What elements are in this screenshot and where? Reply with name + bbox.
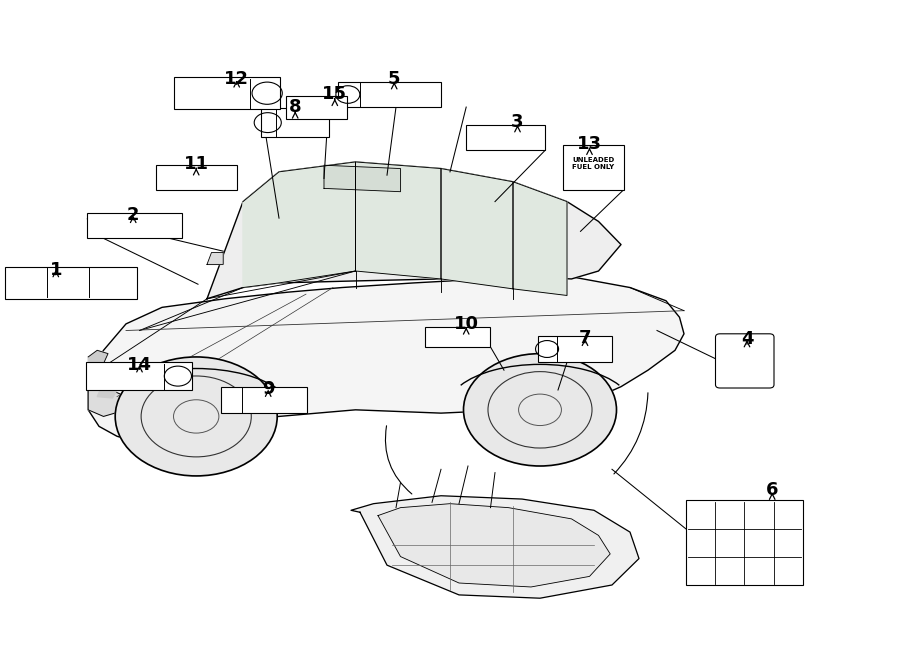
- Bar: [174, 77, 280, 109]
- Text: 11: 11: [184, 155, 209, 173]
- Bar: [87, 213, 182, 238]
- Polygon shape: [207, 162, 621, 299]
- Bar: [686, 500, 803, 585]
- Polygon shape: [88, 276, 684, 443]
- Polygon shape: [441, 169, 513, 289]
- Circle shape: [115, 357, 277, 476]
- Circle shape: [464, 354, 616, 466]
- Text: 14: 14: [127, 356, 152, 374]
- Bar: [156, 165, 237, 190]
- Text: 12: 12: [224, 70, 249, 89]
- Bar: [261, 108, 328, 137]
- Bar: [286, 96, 347, 119]
- Polygon shape: [378, 504, 610, 587]
- Bar: [4, 267, 137, 299]
- Bar: [338, 82, 441, 107]
- Polygon shape: [207, 253, 223, 264]
- Polygon shape: [88, 377, 140, 416]
- Text: 5: 5: [388, 70, 400, 89]
- Text: UNLEADED
FUEL ONLY: UNLEADED FUEL ONLY: [572, 157, 614, 171]
- Text: 13: 13: [577, 135, 602, 153]
- Polygon shape: [97, 389, 117, 398]
- Text: 7: 7: [579, 329, 591, 348]
- Text: 15: 15: [322, 85, 347, 103]
- Text: 3: 3: [511, 113, 524, 132]
- Polygon shape: [243, 162, 356, 288]
- Polygon shape: [324, 165, 400, 192]
- Polygon shape: [351, 496, 639, 598]
- Bar: [720, 337, 770, 385]
- Bar: [466, 125, 545, 150]
- FancyBboxPatch shape: [716, 334, 774, 388]
- Bar: [425, 327, 490, 347]
- Text: 4: 4: [741, 330, 753, 348]
- Text: 2: 2: [127, 206, 140, 224]
- Text: 6: 6: [766, 481, 778, 500]
- Polygon shape: [88, 350, 108, 364]
- Bar: [538, 336, 612, 362]
- Text: 1: 1: [50, 260, 62, 279]
- Bar: [86, 362, 192, 390]
- Text: 8: 8: [289, 98, 302, 116]
- Polygon shape: [356, 162, 441, 279]
- Polygon shape: [513, 182, 567, 295]
- Bar: [220, 387, 307, 413]
- Bar: [562, 145, 624, 190]
- Text: 10: 10: [454, 315, 479, 333]
- Text: 9: 9: [262, 379, 274, 398]
